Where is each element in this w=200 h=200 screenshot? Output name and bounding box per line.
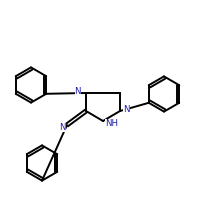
Text: NH: NH (105, 119, 118, 128)
Text: N: N (60, 123, 66, 132)
Text: N: N (74, 88, 81, 97)
Text: N: N (123, 106, 130, 114)
